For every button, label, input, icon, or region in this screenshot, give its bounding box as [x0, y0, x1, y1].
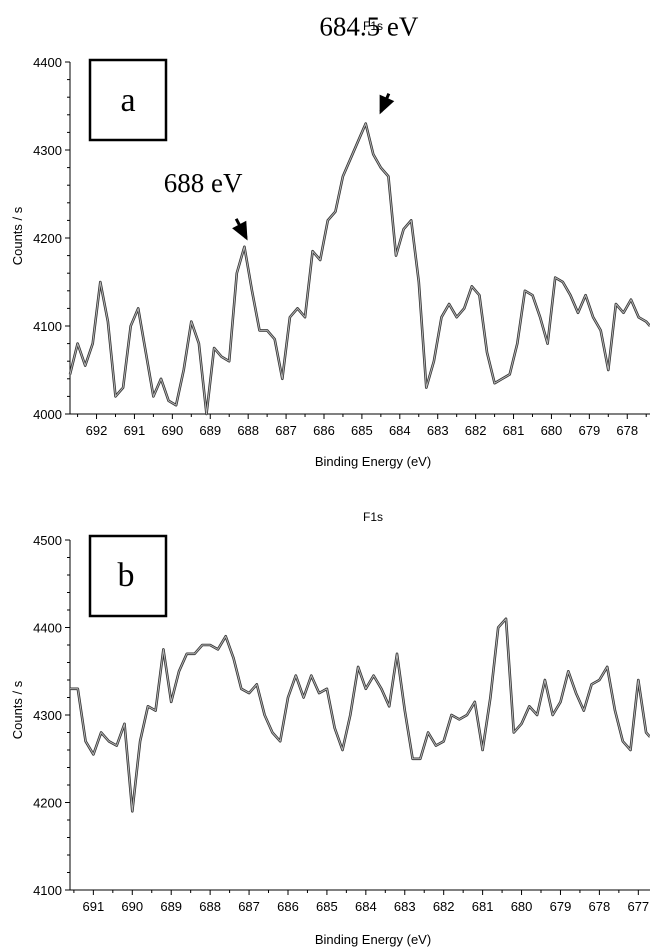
y-tick-label: 4400 — [33, 621, 62, 636]
x-tick-label: 682 — [465, 423, 487, 438]
annotation-arrowhead — [379, 94, 395, 115]
y-tick-label: 4100 — [33, 883, 62, 898]
y-axis-label: Counts / s — [10, 680, 25, 739]
chart-title: F1s — [363, 510, 383, 524]
x-tick-label: 684 — [355, 899, 377, 914]
x-tick-label: 682 — [433, 899, 455, 914]
y-tick-label: 4300 — [33, 708, 62, 723]
x-tick-label: 681 — [472, 899, 494, 914]
x-tick-label: 680 — [541, 423, 563, 438]
panel-label-box — [88, 534, 168, 618]
x-tick-label: 678 — [589, 899, 611, 914]
annotation-label: 684.5 eV — [319, 12, 418, 42]
y-axis-label: Counts / s — [10, 206, 25, 265]
y-tick-label: 4500 — [33, 533, 62, 548]
x-tick-label: 688 — [199, 899, 221, 914]
annotation-label: 688 eV — [164, 168, 243, 198]
chart-panel-a: F1s Counts / s Binding Energy (eV) a 400… — [10, 12, 650, 469]
x-tick-label: 683 — [427, 423, 449, 438]
x-tick-label: 684 — [389, 423, 411, 438]
y-tick-label: 4000 — [33, 407, 62, 422]
y-tick-label: 4100 — [33, 319, 62, 334]
annotation-arrowhead — [232, 220, 248, 241]
x-tick-label: 690 — [162, 423, 184, 438]
x-tick-label: 679 — [550, 899, 572, 914]
x-tick-label: 686 — [313, 423, 335, 438]
x-tick-label: 692 — [86, 423, 108, 438]
x-tick-label: 677 — [627, 899, 649, 914]
x-tick-label: 680 — [511, 899, 533, 914]
x-tick-label: 686 — [277, 899, 299, 914]
x-tick-label: 685 — [316, 899, 338, 914]
x-tick-label: 679 — [578, 423, 600, 438]
x-tick-label: 691 — [124, 423, 146, 438]
x-tick-label: 687 — [275, 423, 297, 438]
chart-panel-b: F1s Counts / s Binding Energy (eV) b 410… — [10, 510, 650, 947]
x-tick-label: 688 — [237, 423, 259, 438]
y-tick-label: 4400 — [33, 55, 62, 70]
x-tick-label: 683 — [394, 899, 416, 914]
y-tick-label: 4200 — [33, 231, 62, 246]
panel-label: a — [120, 82, 135, 119]
chart-title: F1s — [363, 19, 383, 33]
series-line — [70, 617, 650, 813]
panel-label: b — [118, 557, 135, 594]
x-tick-label: 678 — [616, 423, 638, 438]
x-axis-label: Binding Energy (eV) — [315, 932, 431, 947]
x-axis-label: Binding Energy (eV) — [315, 454, 431, 469]
x-tick-label: 687 — [238, 899, 260, 914]
x-tick-label: 691 — [83, 899, 105, 914]
x-tick-label: 689 — [160, 899, 182, 914]
series-line-highlight — [69, 123, 650, 415]
series-line-highlight — [70, 618, 650, 812]
y-tick-label: 4300 — [33, 143, 62, 158]
x-tick-label: 690 — [121, 899, 143, 914]
panel-label-box — [88, 58, 168, 142]
x-tick-label: 689 — [199, 423, 221, 438]
series-line — [68, 122, 650, 416]
x-tick-label: 685 — [351, 423, 373, 438]
x-tick-label: 681 — [503, 423, 525, 438]
y-tick-label: 4200 — [33, 796, 62, 811]
